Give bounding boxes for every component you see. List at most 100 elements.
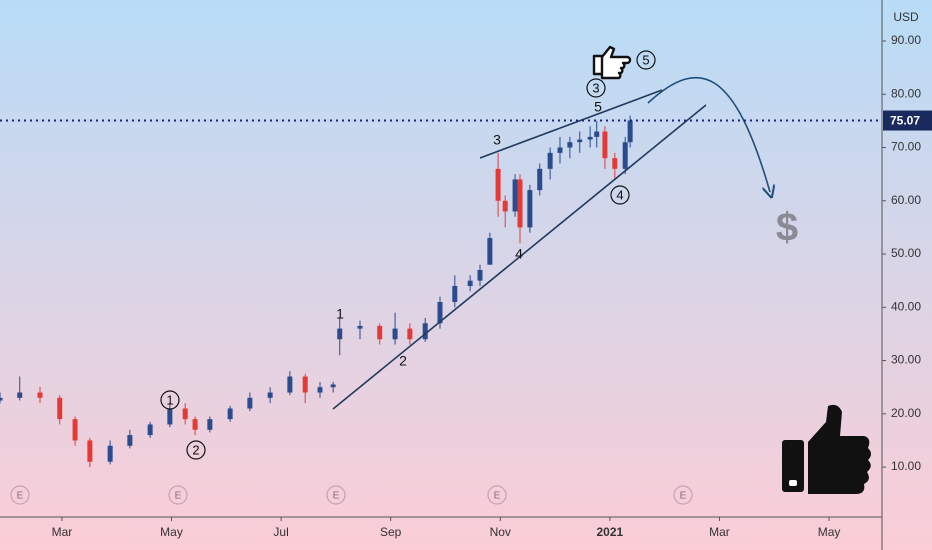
circled-wave-label: 4 (616, 187, 623, 202)
candle-body (602, 131, 608, 159)
wave-circle (636, 50, 656, 70)
wave-circle (586, 78, 606, 98)
y-tick-label: 10.00 (891, 459, 921, 473)
earnings-marker (10, 485, 30, 505)
resistance-trendline (479, 89, 663, 159)
wave-label: 1 (336, 306, 344, 322)
candle-body (527, 190, 533, 228)
candle-body (537, 168, 543, 191)
candle-body (437, 301, 443, 324)
candle-body (182, 408, 188, 420)
x-tick-label: Mar (709, 525, 730, 539)
candle-body (547, 152, 553, 169)
x-tick-label: May (160, 525, 183, 539)
candle-body (17, 392, 23, 398)
currency-label: USD (893, 10, 919, 24)
currency-symbol: $ (776, 206, 798, 250)
x-tick-label: Nov (490, 525, 511, 539)
x-tick-label: 2021 (597, 525, 624, 539)
x-tick-label: Mar (52, 525, 73, 539)
candle-body (477, 270, 483, 281)
candle-body (627, 120, 633, 143)
candle-body (57, 397, 63, 420)
candle-body (407, 328, 413, 340)
earnings-label: E (17, 491, 24, 502)
candle-body (495, 168, 501, 201)
candle-body (452, 285, 458, 302)
wave-circle (610, 185, 630, 205)
projection-arrow (647, 76, 770, 192)
earnings-marker (326, 485, 346, 505)
candle-body (622, 142, 628, 169)
candle-body (167, 408, 173, 425)
earnings-label: E (680, 491, 687, 502)
earnings-marker (673, 485, 693, 505)
candle-body (337, 328, 343, 340)
candle-body (87, 440, 93, 462)
last-price-box (883, 110, 932, 131)
pointing-hand-icon (592, 45, 632, 80)
candle-body (0, 397, 3, 401)
wave-label: 4 (515, 246, 523, 262)
x-tick-label: Jul (273, 525, 288, 539)
candle-body (317, 387, 323, 393)
candle-body (517, 179, 523, 228)
candle-body (487, 238, 493, 265)
candle-body (422, 323, 428, 340)
candle-body (567, 142, 573, 148)
wave-label: 3 (493, 132, 501, 148)
candle-body (512, 179, 518, 212)
candle-body (227, 408, 233, 420)
candle-body (72, 419, 78, 441)
candle-body (37, 392, 43, 398)
support-trendline (332, 104, 707, 410)
y-tick-label: 50.00 (891, 246, 921, 260)
earnings-label: E (494, 491, 501, 502)
earnings-label: E (333, 491, 340, 502)
circled-wave-label: 2 (192, 442, 199, 457)
candle-body (192, 419, 198, 430)
wave-label: 5 (594, 99, 602, 115)
candle-body (594, 131, 600, 137)
candle-body (267, 392, 273, 398)
earnings-label: E (175, 491, 182, 502)
x-tick-label: May (818, 525, 841, 539)
wave-circle (160, 390, 180, 410)
candle-body (577, 139, 583, 143)
candle-body (377, 325, 383, 340)
y-tick-label: 40.00 (891, 299, 921, 313)
thumbs-up-icon (782, 404, 871, 494)
candle-body (392, 328, 398, 340)
wave-label: 2 (399, 353, 407, 369)
candle-body (330, 384, 336, 388)
candle-body (207, 419, 213, 430)
candle-body (107, 445, 113, 462)
candle-body (357, 325, 363, 329)
candle-body (587, 136, 593, 140)
candle-body (247, 397, 253, 409)
candle-body (147, 424, 153, 436)
candle-body (302, 376, 308, 393)
y-tick-label: 60.00 (891, 193, 921, 207)
circled-wave-label: 5 (642, 52, 649, 67)
candle-body (557, 147, 563, 153)
earnings-marker (487, 485, 507, 505)
y-tick-label: 20.00 (891, 406, 921, 420)
y-tick-label: 70.00 (891, 140, 921, 154)
candle-body (467, 280, 473, 286)
x-tick-label: Sep (380, 525, 402, 539)
candle-body (287, 376, 293, 393)
plot (0, 115, 633, 468)
y-tick-label: 30.00 (891, 353, 921, 367)
candle-body (502, 200, 508, 212)
candle-body (127, 435, 133, 446)
candle-body (612, 158, 618, 169)
earnings-marker (168, 485, 188, 505)
y-tick-label: 80.00 (891, 86, 921, 100)
wave-circle (186, 440, 206, 460)
last-price-label: 75.07 (890, 114, 920, 128)
y-tick-label: 90.00 (891, 33, 921, 47)
circled-wave-label: 1 (166, 392, 173, 407)
